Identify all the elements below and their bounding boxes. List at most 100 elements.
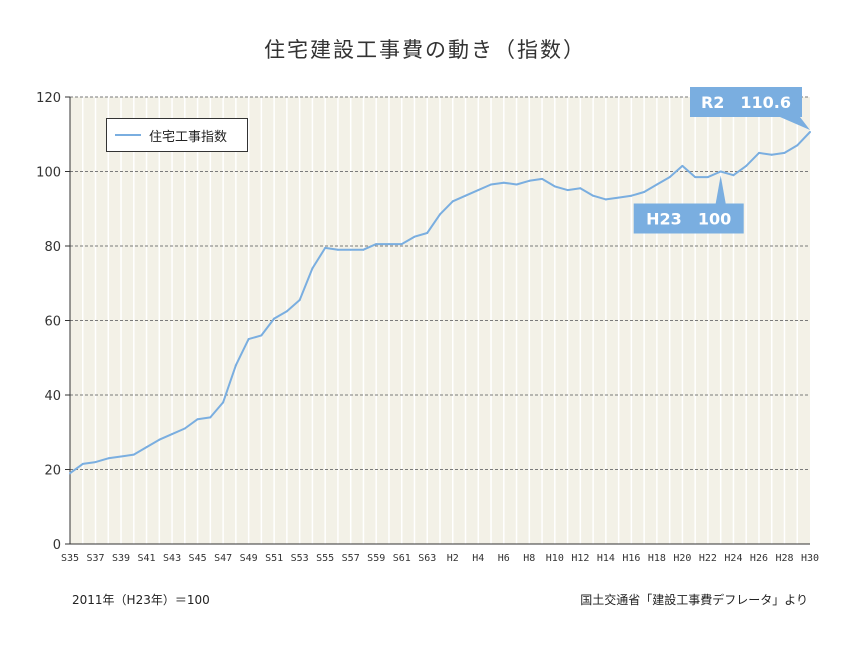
x-tick-label: H4 [472,553,484,564]
data-point [809,131,811,134]
x-tick-label: S39 [112,553,130,564]
data-point [311,267,314,270]
data-point [145,446,148,449]
x-tick-label: H2 [447,553,459,564]
x-tick-label: S57 [342,553,360,564]
data-point [69,472,71,475]
callout-box [633,203,744,234]
x-tick-label: S35 [61,553,79,564]
data-point [451,200,454,203]
y-tick-label: 60 [44,315,61,330]
x-tick-label: H30 [801,553,819,564]
x-tick-label: S45 [189,553,207,564]
data-point [681,164,684,167]
x-axis-ticks: S35 S37 S39 S41 S43 S45 S47 S49 S51 S53 S55 S57 S59 S… [61,553,819,564]
x-tick-label: S53 [291,553,309,564]
data-point [400,243,403,246]
horizontal-gridlines [70,96,810,470]
data-point [617,196,620,199]
x-tick-label: H12 [571,553,589,564]
y-tick-label: 0 [53,538,61,553]
x-tick-label: S63 [418,553,436,564]
x-tick-label: S43 [163,553,181,564]
callout-pointer [715,175,726,204]
data-point [592,194,595,197]
callout-label: R2 110.6 [701,93,791,112]
x-tick-label: H16 [622,553,640,564]
data-point [94,461,97,464]
x-tick-label: S47 [214,553,232,564]
data-point [694,176,697,179]
data-point [260,334,263,337]
data-point [745,164,748,167]
legend-label: 住宅工事指数 [149,129,228,145]
x-tick-label: H18 [648,553,666,564]
data-point [349,248,352,251]
data-point [426,231,429,234]
data-point [579,187,582,190]
data-point [234,364,237,367]
x-tick-label: H14 [597,553,615,564]
data-point [464,194,467,197]
data-point [285,310,288,313]
x-tick-label: H20 [673,553,691,564]
data-point [796,144,799,147]
y-axis-ticks: 0 20 40 60 80 100 120 [36,91,70,553]
callout-pointer [780,117,810,131]
x-tick-label: H28 [775,553,793,564]
x-tick-label: H8 [523,553,535,564]
y-tick-label: 80 [44,240,61,255]
data-point [375,243,378,246]
x-tick-label: S61 [393,553,411,564]
data-point [528,179,531,182]
data-point [183,427,186,430]
data-point [757,151,760,154]
data-point [132,453,135,456]
series-group [69,131,811,475]
data-point [706,176,709,179]
callouts-group: R2 110.6 H23 100 [633,87,810,234]
data-point [158,438,161,441]
data-point [247,338,250,341]
data-point [668,176,671,179]
data-point [643,190,646,193]
data-point [171,433,174,436]
data-point [630,194,633,197]
legend: 住宅工事指数 [106,118,248,152]
data-point [273,317,276,320]
x-tick-label: H10 [546,553,564,564]
x-tick-label: S41 [138,553,156,564]
data-point [439,213,441,216]
x-tick-label: H6 [498,553,510,564]
x-tick-label: S59 [367,553,385,564]
x-tick-label: S49 [240,553,258,564]
footnote-base-year: 2011年（H23年）＝100 [72,593,210,607]
y-tick-label: 40 [44,389,61,404]
data-point [387,243,390,246]
footnote-source: 国土交通省「建設工事費デフレータ」より [580,593,808,607]
data-point [719,170,722,173]
callout-label: H23 100 [646,210,731,229]
y-tick-label: 120 [36,91,61,106]
legend-swatch [115,134,141,136]
data-point [362,248,365,251]
data-point [515,183,518,186]
chart-title: 住宅建設工事費の動き（指数） [264,38,586,62]
data-point [324,246,327,249]
x-tick-label: H22 [699,553,717,564]
x-tick-label: H24 [724,553,742,564]
data-point [298,299,301,302]
data-point [732,174,735,177]
x-tick-label: S55 [316,553,334,564]
data-point [655,183,658,186]
data-point [107,457,110,460]
data-point [783,151,786,154]
data-point [566,189,569,192]
data-point [770,153,773,156]
data-point [81,462,84,465]
data-point [209,416,212,419]
data-point [196,418,199,421]
data-point [336,248,339,251]
y-tick-label: 100 [36,166,61,181]
data-point [477,189,480,192]
